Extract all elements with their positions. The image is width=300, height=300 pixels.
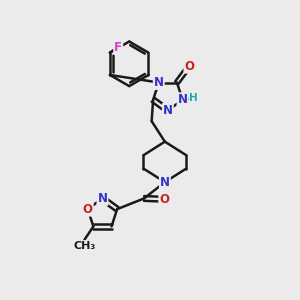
Text: F: F (114, 41, 122, 54)
Text: N: N (154, 76, 164, 89)
Text: CH₃: CH₃ (73, 241, 96, 251)
Text: N: N (160, 176, 170, 189)
Text: N: N (178, 93, 188, 106)
Text: N: N (98, 192, 107, 205)
Text: O: O (159, 193, 169, 206)
Text: O: O (184, 60, 194, 73)
Text: N: N (163, 104, 173, 117)
Text: O: O (83, 202, 93, 216)
Text: H: H (190, 93, 198, 103)
